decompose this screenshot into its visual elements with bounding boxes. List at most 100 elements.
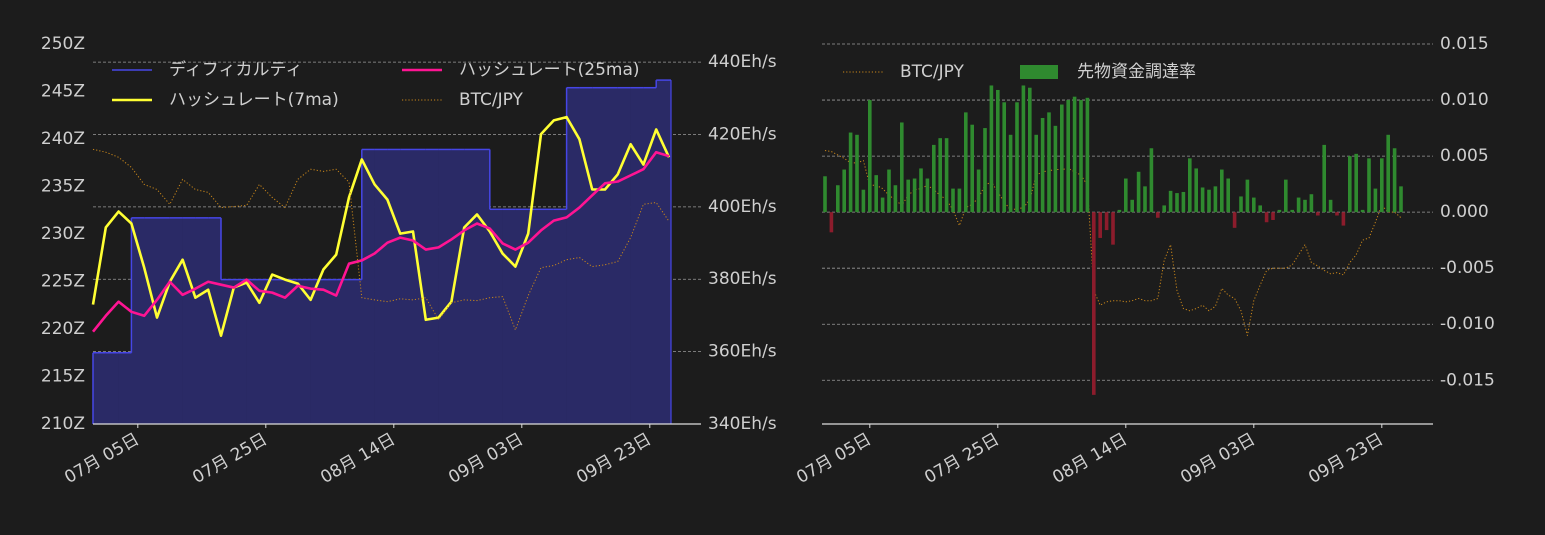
bar (1296, 197, 1301, 213)
bar (1021, 85, 1026, 213)
difficulty-area (669, 80, 672, 424)
bar (880, 197, 885, 213)
bar (1028, 87, 1032, 213)
series-line (92, 148, 670, 331)
difficulty-area (630, 87, 644, 424)
difficulty-area (464, 149, 478, 424)
bar (1098, 212, 1102, 238)
bar (1252, 197, 1256, 213)
bar (1367, 158, 1371, 213)
difficulty-area (592, 87, 606, 424)
bar (1143, 186, 1147, 213)
y2-tick-label: 360Eh/s (708, 342, 777, 362)
bar (1200, 187, 1205, 213)
bar (1092, 212, 1096, 395)
bar (1111, 212, 1115, 245)
difficulty-area (323, 279, 337, 424)
y-tick-label: 250Z (41, 34, 85, 54)
bar (1079, 100, 1083, 213)
difficulty-area (553, 209, 567, 424)
bar (938, 138, 942, 213)
legend-label: BTC/JPY (459, 90, 524, 110)
bar (1239, 196, 1243, 213)
bar (1245, 179, 1250, 213)
difficulty-area (118, 352, 132, 424)
bar (1380, 158, 1384, 213)
bar (1213, 186, 1218, 213)
y-tick-label: 0.015 (1440, 34, 1489, 54)
bar (1277, 209, 1282, 213)
bar (989, 85, 994, 213)
bar (861, 189, 866, 213)
bar (1271, 212, 1275, 220)
y-tick-label: 245Z (41, 82, 85, 102)
bar (823, 176, 827, 213)
y-tick-label: 0.000 (1440, 202, 1489, 222)
bar (1322, 144, 1326, 213)
bar (848, 132, 853, 213)
difficulty-area (144, 217, 158, 424)
bar (1034, 134, 1038, 213)
y2-tick-label: 440Eh/s (708, 52, 777, 72)
difficulty-area (93, 352, 107, 424)
bar (932, 144, 936, 213)
difficulty-area (515, 209, 529, 424)
y-tick-label: -0.010 (1440, 314, 1495, 334)
bar (1156, 212, 1160, 218)
y-tick-label: 0.010 (1440, 90, 1489, 110)
difficulty-area (502, 209, 516, 424)
bar (1130, 199, 1134, 213)
difficulty-area (400, 149, 414, 424)
y-tick-label: 225Z (41, 272, 85, 292)
bar (1149, 148, 1154, 213)
y-tick-label: 215Z (41, 367, 85, 387)
bar (1053, 125, 1058, 213)
difficulty-area (105, 352, 119, 424)
bar (1040, 117, 1045, 213)
difficulty-area (310, 279, 324, 424)
bar (1015, 102, 1019, 213)
bar (842, 169, 846, 213)
difficulty-area (336, 279, 350, 424)
bar (836, 185, 840, 213)
bar (1386, 134, 1390, 213)
bar (925, 178, 930, 213)
bar (964, 112, 968, 213)
difficulty-area (425, 149, 439, 424)
bar (1008, 134, 1013, 213)
bar (1175, 193, 1179, 213)
bar (1066, 100, 1070, 213)
bar (951, 188, 955, 213)
difficulty-area (349, 279, 363, 424)
difficulty-area (208, 217, 222, 424)
difficulty-area (451, 149, 465, 424)
bar (1258, 205, 1262, 213)
difficulty-area (157, 217, 171, 424)
difficulty-area (617, 87, 631, 424)
bar (1162, 205, 1166, 213)
bar (906, 179, 910, 213)
difficulty-area (374, 149, 388, 424)
bar (893, 185, 898, 213)
series-line (91, 150, 670, 333)
bar (1072, 96, 1077, 213)
y2-tick-label: 420Eh/s (708, 124, 777, 144)
bar (1168, 190, 1173, 213)
difficulty-area (489, 209, 503, 424)
bar (1181, 191, 1186, 213)
bar (900, 122, 904, 213)
bar (1392, 148, 1397, 213)
bar (855, 134, 859, 213)
difficulty-area (438, 149, 452, 424)
legend-label: ハッシュレート(7ma) (169, 90, 339, 110)
bar (957, 188, 962, 213)
difficulty-area (643, 87, 657, 424)
legend-label: 先物資金調達率 (1077, 62, 1196, 82)
difficulty-area (259, 279, 273, 424)
y-tick-label: -0.015 (1440, 370, 1495, 390)
bar (1328, 199, 1333, 213)
bar (912, 178, 917, 213)
bar (874, 175, 878, 213)
